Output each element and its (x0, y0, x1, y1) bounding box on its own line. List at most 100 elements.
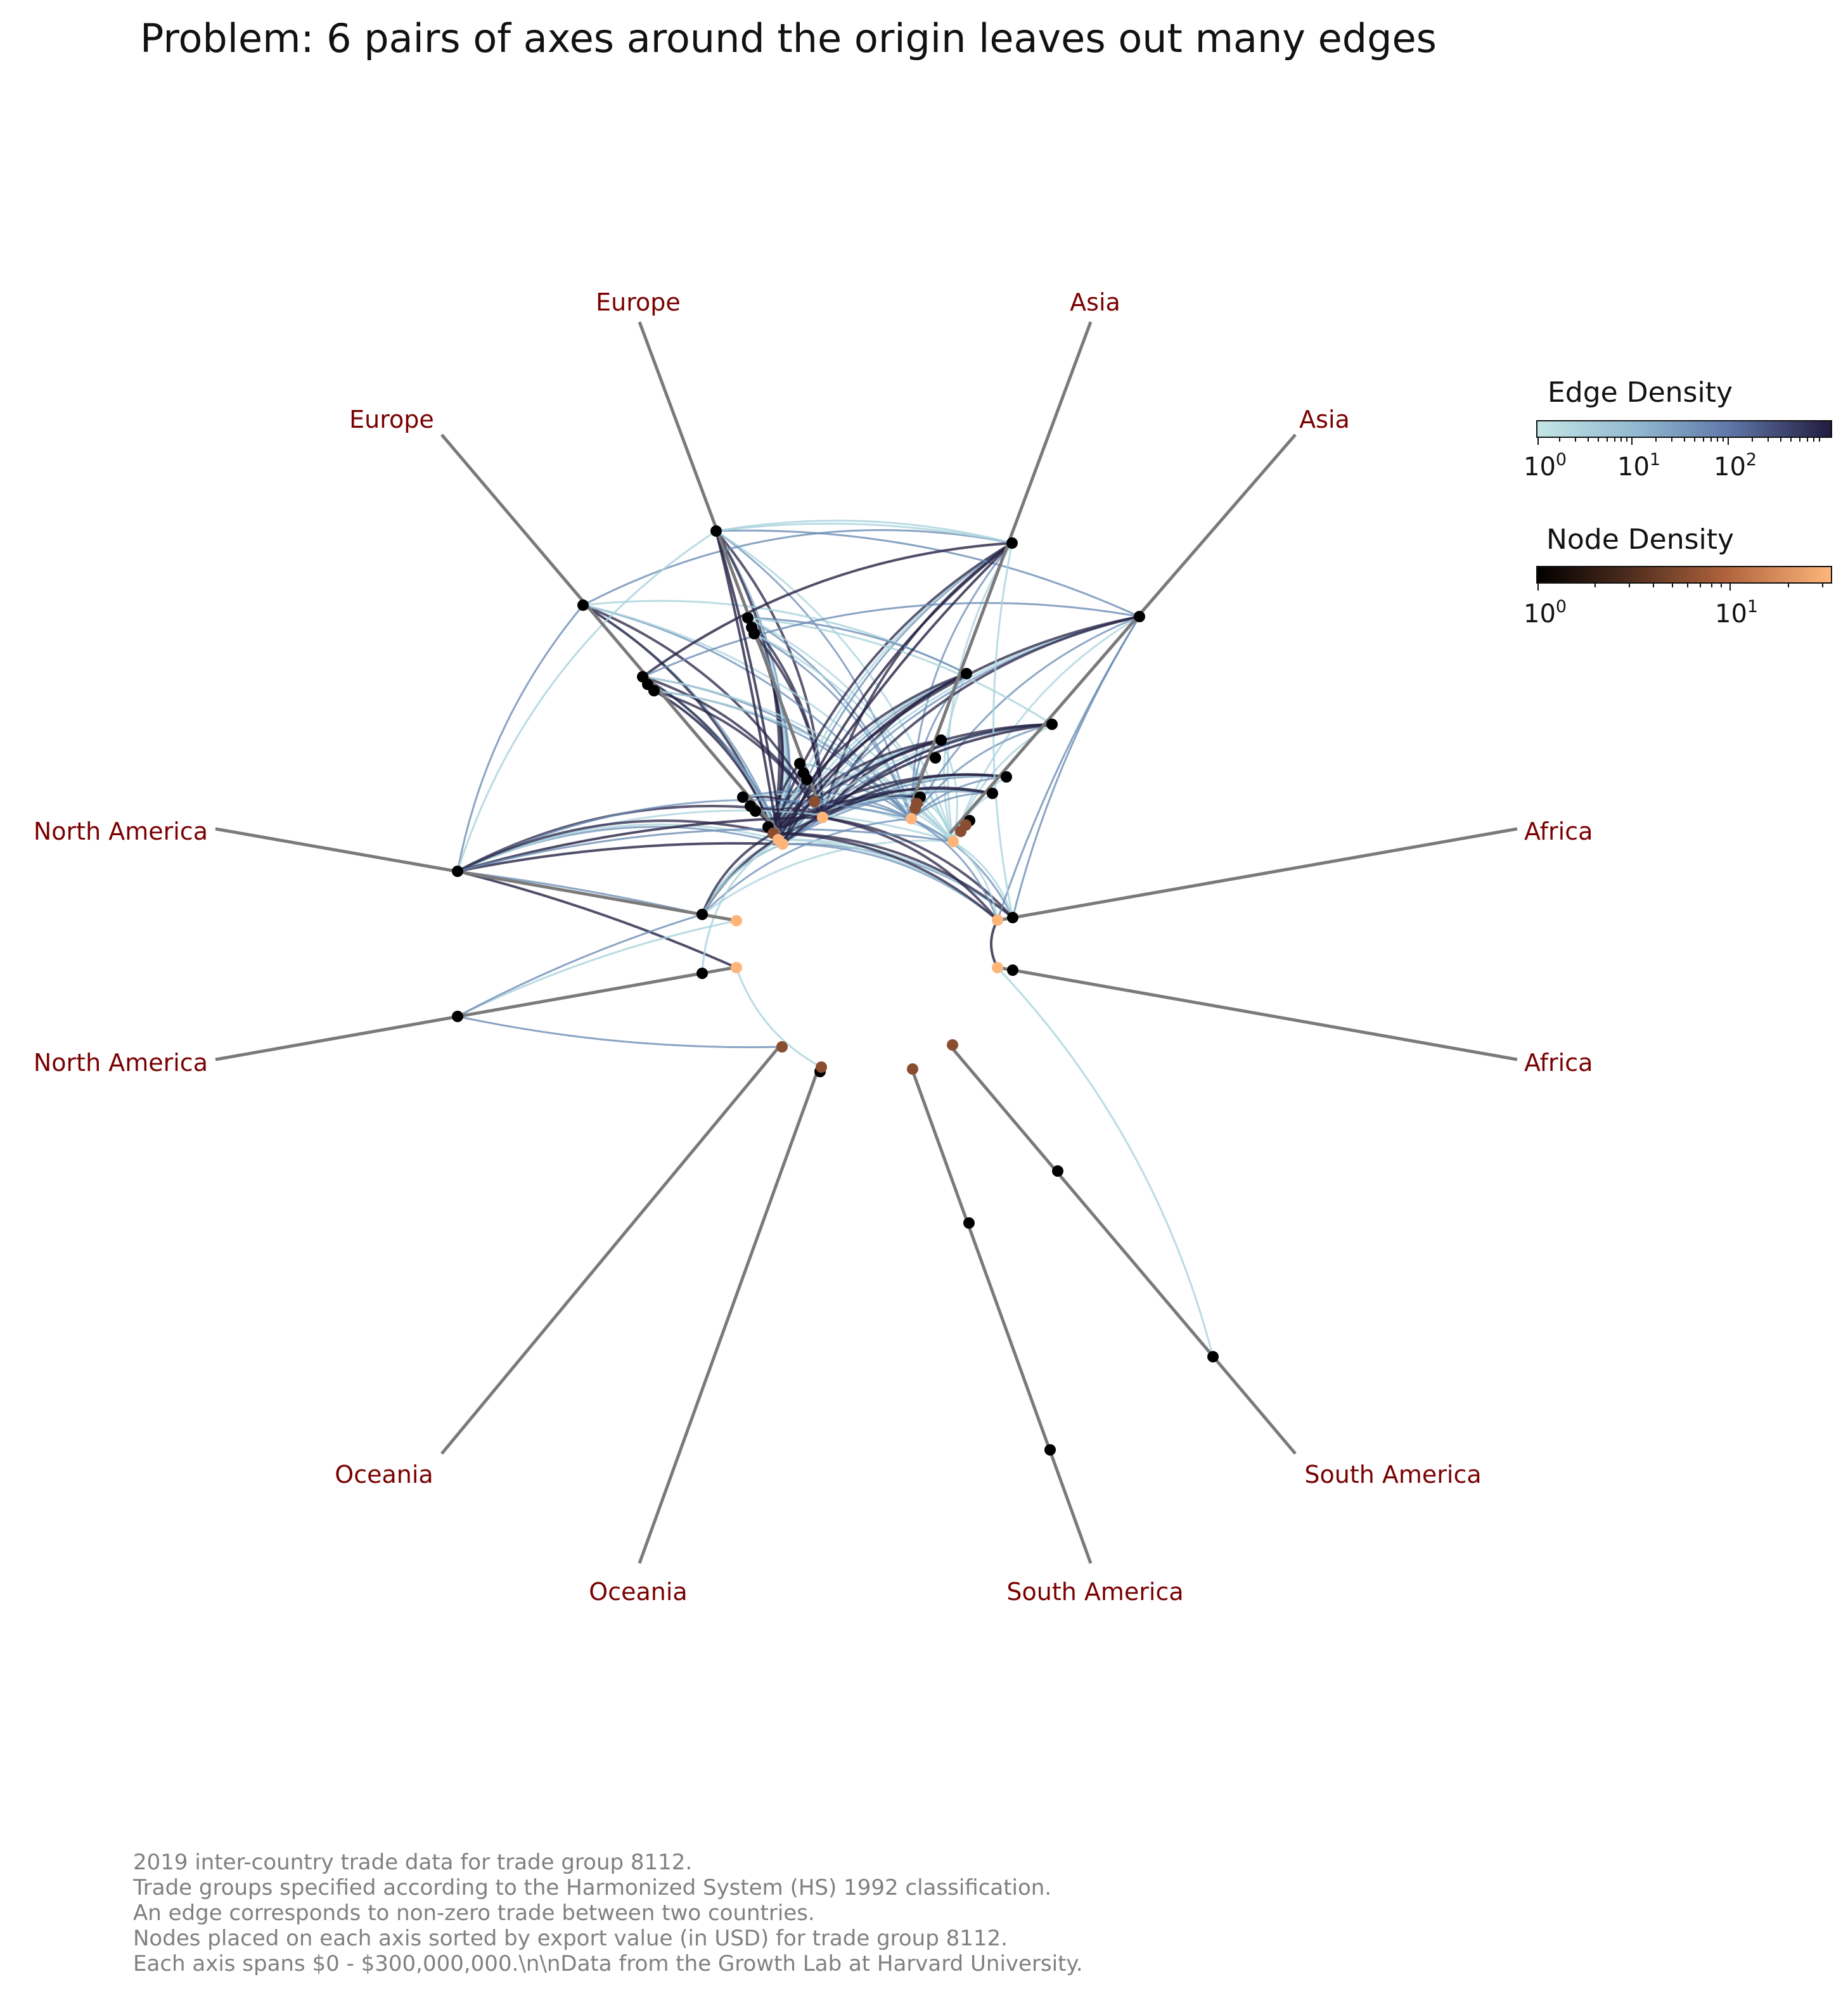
edge (457, 919, 737, 1018)
node (648, 685, 660, 696)
node (963, 1217, 975, 1229)
node (696, 968, 708, 979)
edge (715, 522, 1013, 544)
axis-north-america-upper (215, 827, 735, 922)
node (710, 525, 722, 537)
axis-label-south-america-inner: South America (1006, 1578, 1183, 1606)
axis-oceania-outer (440, 1044, 781, 1455)
axis-africa-upper (998, 827, 1518, 922)
edge (457, 1015, 783, 1049)
edge (910, 542, 1013, 819)
node (1052, 1165, 1063, 1177)
edge-density-tick-label: 102 (1714, 450, 1757, 482)
edge-density-major-ticks (1537, 437, 1729, 445)
edge (457, 819, 774, 873)
edge (822, 816, 999, 921)
node-density-legend: Node Density 100 101 (1524, 523, 1832, 629)
axis-label-asia-inner: Asia (1070, 288, 1120, 316)
node (809, 796, 820, 807)
axis-labels: North America North America Europe Europ… (34, 288, 1593, 1606)
edge (992, 542, 1014, 918)
edge (996, 966, 1214, 1357)
node (452, 866, 463, 877)
node (947, 1039, 958, 1051)
node (1046, 719, 1058, 730)
edge (747, 617, 967, 675)
node (1007, 912, 1018, 923)
node (909, 803, 921, 814)
edge (715, 530, 784, 845)
edge (952, 615, 1140, 842)
node (776, 1041, 788, 1053)
axis-europe-inner (638, 321, 820, 803)
edge (996, 616, 1141, 921)
axis-europe-outer (440, 433, 781, 835)
axis-label-north-america-lower: North America (34, 1049, 208, 1077)
edge (456, 530, 717, 872)
edge (781, 723, 1053, 845)
edge (582, 604, 824, 818)
node-density-tick-label: 100 (1524, 597, 1567, 629)
axis-south-america-outer (949, 1044, 1297, 1455)
node-density-title: Node Density (1546, 523, 1734, 556)
edge (773, 832, 999, 921)
edge (457, 870, 737, 969)
edge (772, 672, 967, 835)
figure-title: Problem: 6 pairs of axes around the orig… (140, 15, 1437, 61)
axis-asia-outer (949, 433, 1297, 835)
node (1134, 611, 1145, 622)
edge (582, 528, 1013, 606)
node (907, 1063, 918, 1075)
axis-label-africa-lower: Africa (1524, 1049, 1593, 1077)
axis-south-america-inner (910, 1068, 1093, 1564)
edge (457, 816, 823, 873)
edge (701, 843, 783, 915)
node (731, 962, 742, 973)
node (906, 813, 917, 824)
caption-line: Each axis spans $0 - $300,000,000.\n\nDa… (133, 1951, 1083, 1976)
edge-density-tick-label: 100 (1524, 450, 1567, 482)
node (577, 599, 589, 611)
axis-label-oceania-inner: Oceania (589, 1578, 687, 1606)
node (816, 1061, 827, 1073)
axis-label-asia-outer: Asia (1299, 406, 1350, 433)
nodes-layer (452, 525, 1219, 1456)
axis-label-north-america-upper: North America (34, 817, 208, 845)
edge (457, 842, 783, 873)
edge (911, 817, 999, 921)
axis-oceania-inner (638, 1068, 820, 1564)
node-density-colorbar (1536, 566, 1832, 584)
edge (772, 542, 1013, 834)
node (748, 628, 760, 639)
edge-density-title: Edge Density (1548, 376, 1733, 409)
edge (943, 673, 968, 842)
edge (457, 913, 703, 1018)
node (817, 812, 828, 823)
node (1001, 771, 1012, 783)
node (1007, 964, 1018, 976)
figure-caption: 2019 inter-country trade data for trade … (132, 1850, 1083, 1976)
node (992, 914, 1003, 926)
axis-label-africa-upper: Africa (1524, 817, 1593, 845)
edge-density-minor-ticks (1559, 437, 1820, 442)
edge (702, 840, 954, 916)
caption-line: 2019 inter-country trade data for trade … (133, 1850, 692, 1875)
edge (772, 615, 1140, 835)
caption-line: An edge corresponds to non-zero trade be… (133, 1900, 815, 1926)
edge (701, 832, 774, 915)
node (794, 758, 805, 769)
edge (715, 529, 1140, 618)
edge (747, 617, 954, 842)
edge (821, 615, 1140, 819)
axis-asia-inner (910, 321, 1093, 803)
edge (953, 840, 1014, 918)
edge (457, 798, 912, 873)
axis-label-europe-inner: Europe (596, 288, 681, 316)
edge (777, 542, 1013, 841)
node (987, 788, 998, 799)
node-density-tick-label: 101 (1715, 597, 1758, 629)
edge (781, 672, 967, 845)
node-density-minor-ticks (1595, 583, 1823, 587)
edge (641, 542, 1013, 678)
